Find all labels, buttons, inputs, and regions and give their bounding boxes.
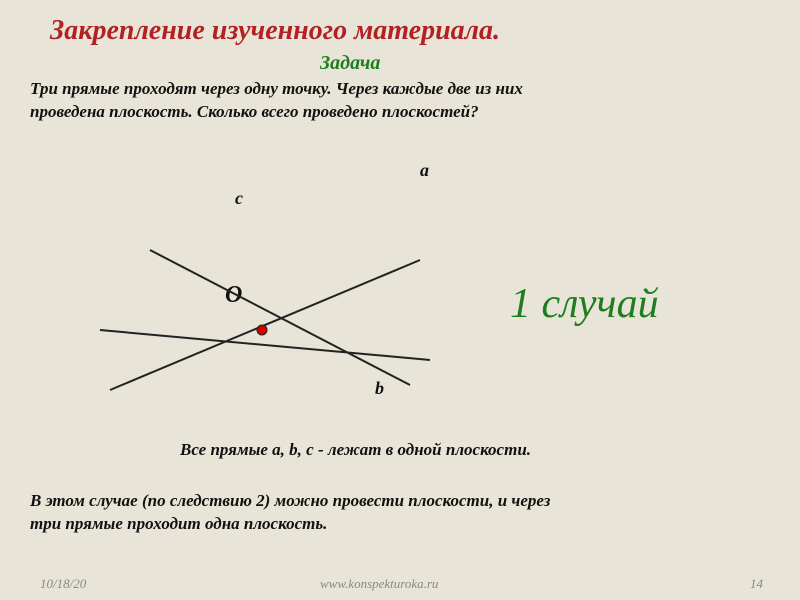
explanation-line2: три прямые проходит одна плоскость.	[30, 514, 327, 533]
slide: Закрепление изученного материала. Задача…	[0, 0, 800, 600]
case-label: 1 случай	[510, 280, 659, 328]
footer-page: 14	[750, 576, 763, 592]
explanation-text: В этом случае (по следствию 2) можно про…	[30, 490, 550, 536]
diagram-line	[150, 250, 410, 385]
problem-statement: Три прямые проходят через одну точку. Че…	[30, 78, 523, 124]
intersection-point	[257, 325, 267, 335]
geometry-diagram	[50, 190, 450, 410]
problem-line2: проведена плоскость. Сколько всего прове…	[30, 102, 479, 121]
diagram-line	[110, 260, 420, 390]
problem-line1: Три прямые проходят через одну точку. Че…	[30, 79, 523, 98]
footer-site: www.konspekturoka.ru	[320, 576, 438, 592]
line-label-a: a	[420, 160, 429, 181]
slide-title: Закрепление изученного материала.	[50, 15, 500, 47]
slide-subtitle: Задача	[320, 52, 380, 75]
footer-date: 10/18/20	[40, 576, 86, 592]
conclusion-text: Все прямые a, b, c - лежат в одной плоск…	[180, 440, 531, 460]
explanation-line1: В этом случае (по следствию 2) можно про…	[30, 491, 550, 510]
